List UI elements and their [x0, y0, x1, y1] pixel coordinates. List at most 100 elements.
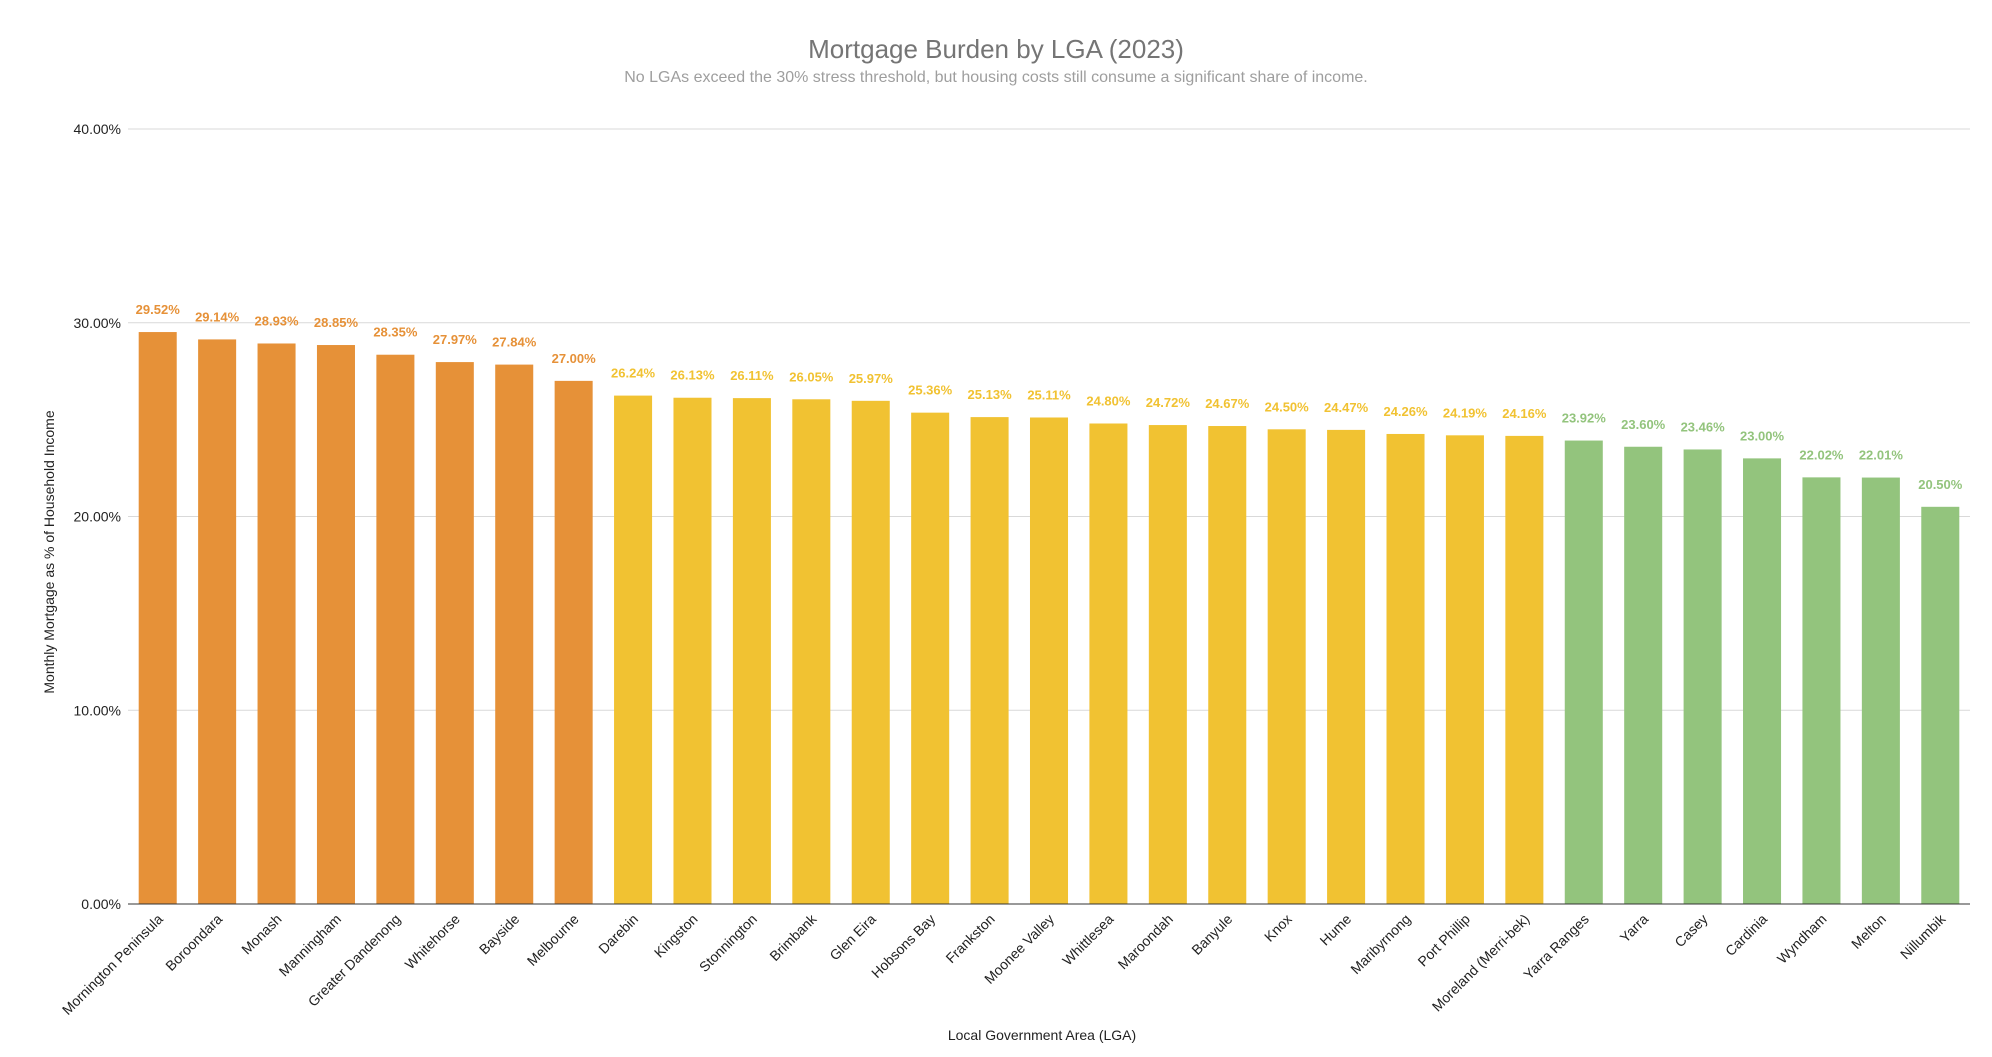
x-tick-label: Melton — [1848, 911, 1889, 952]
y-axis-title: Monthly Mortgage as % of Household Incom… — [41, 410, 57, 693]
bar — [1505, 435, 1544, 904]
x-tick-label: Darebin — [595, 911, 641, 957]
data-label: 24.72% — [1146, 395, 1191, 410]
x-tick-label: Mornington Peninsula — [59, 911, 166, 1018]
x-tick-label: Melbourne — [524, 911, 582, 969]
bar — [1029, 417, 1069, 904]
bar — [1861, 477, 1900, 904]
data-label: 27.84% — [492, 335, 537, 350]
data-label: 24.50% — [1265, 399, 1310, 414]
bar — [1267, 429, 1306, 904]
x-tick-label: Brimbank — [766, 910, 820, 964]
y-tick-label: 30.00% — [74, 315, 121, 331]
data-label: 24.19% — [1443, 405, 1488, 420]
data-label: 23.46% — [1681, 419, 1726, 434]
bar — [1148, 425, 1187, 904]
bar — [1089, 423, 1128, 904]
bar — [138, 332, 177, 904]
data-label: 24.26% — [1383, 404, 1428, 419]
data-label: 23.00% — [1740, 428, 1785, 443]
x-tick-label: Banyule — [1188, 911, 1235, 958]
bar — [257, 343, 296, 904]
x-tick-label: Cardinia — [1722, 911, 1770, 959]
data-label: 24.67% — [1205, 396, 1250, 411]
data-label: 28.35% — [373, 325, 418, 340]
bar — [614, 395, 653, 904]
data-label: 27.97% — [433, 332, 478, 347]
data-label: 23.60% — [1621, 417, 1666, 432]
x-tick-label: Maroondah — [1115, 911, 1176, 972]
bar — [792, 399, 831, 904]
x-tick-label: Stonnington — [696, 911, 760, 975]
x-tick-label: Kingston — [651, 911, 701, 961]
x-tick-label: Whitehorse — [402, 911, 464, 973]
bar — [554, 380, 593, 904]
x-tick-label: Boroondara — [162, 911, 225, 974]
data-label: 24.80% — [1086, 394, 1131, 409]
y-tick-label: 0.00% — [81, 896, 121, 912]
data-label: 23.92% — [1562, 411, 1607, 426]
bar — [732, 398, 771, 904]
y-axis-ticks: 0.00% 10.00% 20.00% 30.00% 40.00% — [74, 121, 121, 912]
bar — [1327, 429, 1366, 904]
bar — [198, 339, 237, 905]
bar — [1386, 433, 1425, 904]
data-label: 25.11% — [1027, 387, 1071, 402]
bar — [1208, 426, 1247, 904]
bar — [673, 397, 712, 904]
data-label: 25.36% — [908, 383, 953, 398]
x-tick-label: Yarra — [1617, 911, 1652, 946]
x-tick-label: Frankston — [942, 911, 997, 966]
x-tick-label: Casey — [1671, 911, 1710, 950]
x-tick-label: Bayside — [476, 911, 523, 958]
data-label: 20.50% — [1918, 477, 1963, 492]
x-tick-label: Wyndham — [1774, 911, 1830, 967]
x-tick-label: Nillumbik — [1897, 910, 1949, 962]
data-label: 26.13% — [670, 368, 715, 383]
x-axis-title: Local Government Area (LGA) — [948, 1027, 1136, 1043]
data-labels: 29.52% 29.14% 28.93% 28.85% 28.35% 27.97% 27.8… — [136, 302, 1963, 492]
bar — [1445, 435, 1484, 904]
data-label: 22.02% — [1799, 447, 1844, 462]
bar — [911, 412, 950, 904]
data-label: 28.93% — [255, 313, 300, 328]
bar — [316, 345, 355, 904]
chart-subtitle: No LGAs exceed the 30% stress threshold,… — [624, 69, 1368, 86]
x-tick-label: Moreland (Merri-bek) — [1429, 911, 1533, 1015]
bar — [376, 354, 415, 904]
y-tick-label: 20.00% — [74, 509, 121, 525]
x-tick-label: Maribyrnong — [1347, 911, 1413, 977]
data-label: 22.01% — [1859, 448, 1904, 463]
bar — [1802, 477, 1841, 904]
data-label: 27.00% — [552, 351, 597, 366]
x-tick-label: Knox — [1261, 911, 1295, 945]
x-tick-label: Whittlesea — [1059, 911, 1117, 969]
bars — [138, 332, 1960, 905]
x-tick-label: Port Phillip — [1414, 911, 1473, 970]
bar — [970, 417, 1009, 904]
chart-title: Mortgage Burden by LGA (2023) — [808, 34, 1184, 64]
data-label: 28.85% — [314, 315, 359, 330]
bar — [495, 364, 534, 905]
data-label: 24.16% — [1502, 406, 1547, 421]
data-label: 25.97% — [849, 371, 894, 386]
bar — [1743, 458, 1782, 904]
data-label: 29.52% — [136, 302, 181, 317]
y-tick-label: 40.00% — [74, 121, 121, 137]
x-tick-label: Hobsons Bay — [868, 911, 938, 981]
data-label: 25.13% — [968, 387, 1013, 402]
x-tick-label: Hume — [1316, 911, 1354, 949]
data-label: 29.14% — [195, 309, 240, 324]
data-label: 26.11% — [730, 368, 774, 383]
bar — [435, 362, 474, 904]
y-tick-label: 10.00% — [74, 702, 121, 718]
bar — [1564, 440, 1603, 904]
bar — [851, 400, 890, 904]
bar — [1624, 446, 1663, 904]
x-tick-label: Glen Eira — [826, 911, 879, 964]
data-label: 26.05% — [789, 369, 834, 384]
x-tick-label: Monash — [238, 911, 285, 958]
data-label: 26.24% — [611, 366, 656, 381]
